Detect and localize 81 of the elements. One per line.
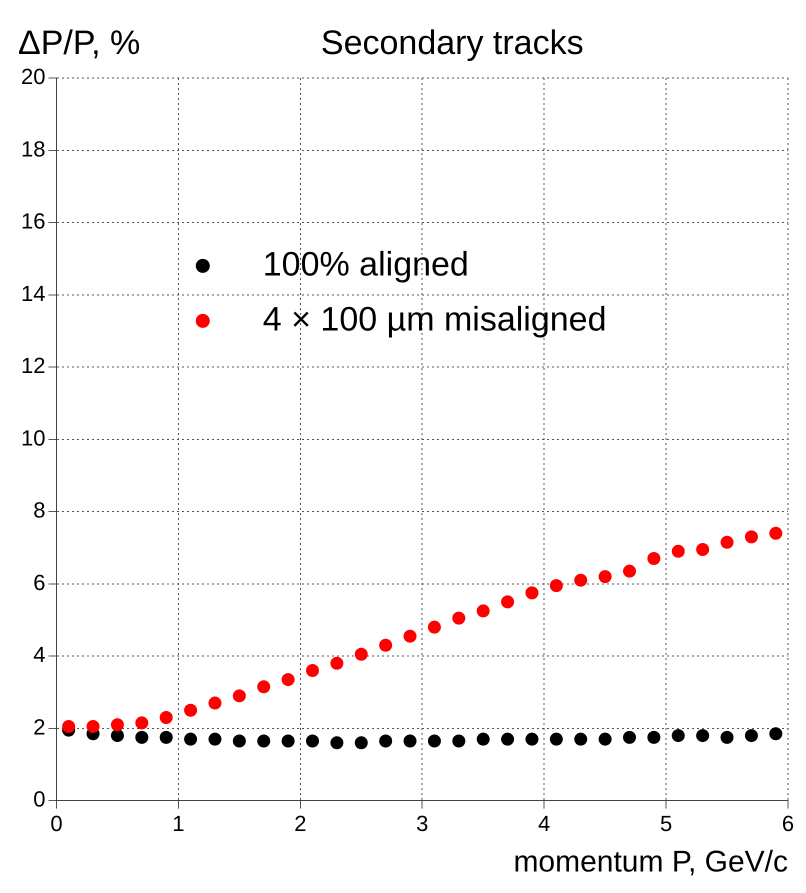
- point: [647, 730, 660, 744]
- y-tick-label: 0: [33, 786, 46, 812]
- point: [598, 570, 612, 584]
- y-tick-label: 18: [20, 136, 46, 162]
- point: [574, 574, 588, 587]
- point: [208, 732, 222, 746]
- y-axis-title: ΔP/P, %: [18, 24, 140, 62]
- point: [525, 586, 538, 600]
- x-tick-label: 1: [172, 810, 185, 836]
- point: [62, 720, 76, 734]
- point: [452, 612, 466, 625]
- y-tick-label: 16: [20, 208, 46, 234]
- point: [744, 530, 758, 544]
- y-tick-label: 2: [33, 714, 46, 740]
- point: [379, 638, 392, 652]
- point: [184, 732, 198, 746]
- point: [379, 734, 392, 748]
- point: [330, 736, 344, 750]
- point: [769, 526, 782, 540]
- x-tick-label: 5: [660, 810, 672, 836]
- point: [428, 734, 441, 748]
- y-tick-label: 10: [20, 425, 46, 450]
- y-tick-label: 8: [33, 498, 46, 523]
- point: [208, 696, 222, 710]
- point: [232, 689, 246, 702]
- point: [476, 604, 490, 618]
- point: [404, 630, 417, 643]
- point: [550, 732, 563, 746]
- point: [574, 732, 588, 746]
- point: [672, 544, 685, 558]
- point: [257, 734, 270, 748]
- point: [452, 734, 466, 748]
- point: [135, 716, 148, 730]
- point: [696, 542, 710, 556]
- chart-title: Secondary tracks: [320, 24, 584, 62]
- point: [647, 552, 660, 566]
- point: [330, 656, 344, 670]
- point: [428, 620, 441, 634]
- x-tick-label: 4: [538, 810, 550, 836]
- point: [623, 564, 636, 578]
- point: [354, 736, 368, 750]
- x-tick-label: 2: [294, 810, 306, 836]
- point: [550, 579, 563, 592]
- y-tick-label: 14: [20, 280, 46, 306]
- point: [160, 730, 173, 744]
- point: [135, 730, 148, 744]
- point: [720, 730, 734, 744]
- point: [720, 536, 734, 549]
- point: [623, 730, 636, 744]
- point: [306, 664, 320, 678]
- point: [501, 732, 514, 746]
- point: [86, 720, 100, 734]
- point: [744, 729, 758, 742]
- point: [282, 673, 295, 686]
- y-tick-label: 20: [20, 64, 46, 90]
- point: [110, 718, 124, 732]
- point: [282, 734, 295, 748]
- y-tick-label: 4: [33, 642, 46, 668]
- point: [769, 727, 782, 740]
- x-tick-label: 3: [416, 810, 428, 836]
- point: [184, 704, 198, 717]
- point: [476, 732, 490, 746]
- point: [598, 732, 612, 746]
- point: [404, 734, 417, 748]
- point: [354, 648, 368, 661]
- point: [525, 732, 538, 746]
- y-tick-label: 12: [20, 353, 46, 378]
- point: [306, 734, 320, 748]
- point: [232, 734, 246, 748]
- point: [257, 680, 270, 694]
- point: [160, 711, 173, 724]
- legend-label: 4 × 100 µm misaligned: [262, 300, 606, 338]
- y-tick-label: 6: [33, 570, 46, 595]
- x-tick-label: 0: [50, 810, 63, 836]
- point: [672, 729, 685, 742]
- point: [110, 729, 124, 742]
- point: [696, 729, 710, 742]
- x-axis-title: momentum P, GeV/c: [513, 845, 788, 878]
- point: [501, 595, 514, 608]
- legend-label: 100% aligned: [262, 245, 469, 284]
- x-tick-label: 6: [782, 810, 794, 836]
